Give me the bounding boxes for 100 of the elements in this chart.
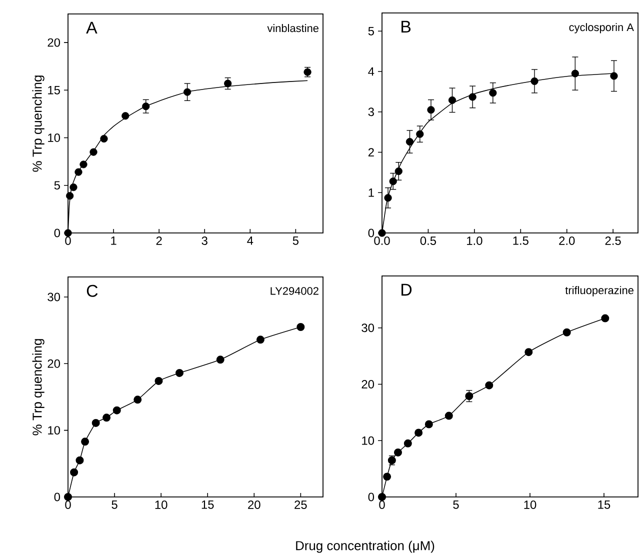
point bbox=[424, 420, 433, 428]
point bbox=[64, 492, 72, 501]
y-tick-label: 2 bbox=[368, 148, 374, 156]
x-tick-label: 10 bbox=[524, 500, 536, 509]
point bbox=[389, 178, 397, 186]
point bbox=[610, 72, 618, 80]
y-axis-title: % Trp quenching bbox=[32, 76, 44, 172]
x-tick-label: 25 bbox=[294, 500, 307, 509]
point bbox=[406, 138, 414, 146]
x-tick-label: 2.0 bbox=[559, 236, 575, 245]
y-axis-title: % Trp quenching bbox=[32, 339, 44, 436]
chart-title: D bbox=[402, 284, 412, 296]
point bbox=[92, 418, 100, 427]
point bbox=[571, 70, 579, 78]
point bbox=[378, 492, 386, 501]
y-tick-label: 5 bbox=[368, 26, 374, 36]
point bbox=[394, 167, 402, 176]
y-tick-label: 0 bbox=[54, 228, 60, 238]
x-axis-title: Drug concentration (μM) bbox=[296, 540, 434, 553]
point bbox=[176, 368, 184, 377]
x-tick-label: 15 bbox=[202, 500, 214, 509]
y-tick-label: 10 bbox=[362, 436, 374, 445]
point bbox=[416, 130, 424, 138]
point bbox=[384, 194, 392, 202]
point bbox=[448, 96, 456, 104]
x-tick-label: 5 bbox=[292, 236, 299, 245]
x-tick-label: 5 bbox=[453, 500, 459, 509]
text: trifluoperazine bbox=[565, 286, 634, 296]
point bbox=[80, 160, 88, 168]
x-tick-label: 0 bbox=[379, 500, 385, 509]
y-tick-label: 30 bbox=[48, 292, 60, 302]
point bbox=[524, 348, 533, 356]
point bbox=[378, 229, 386, 237]
point bbox=[465, 392, 474, 400]
point bbox=[427, 106, 435, 114]
x-tick-label: 2.5 bbox=[605, 236, 621, 245]
point bbox=[64, 229, 72, 237]
point bbox=[70, 468, 78, 476]
point bbox=[66, 192, 74, 200]
x-tick-label: 2 bbox=[156, 236, 162, 245]
point bbox=[601, 314, 610, 322]
point bbox=[414, 428, 423, 437]
point bbox=[216, 356, 224, 364]
point bbox=[383, 472, 392, 481]
y-tick-label: 0 bbox=[368, 228, 374, 238]
text: LY294002 bbox=[270, 287, 318, 295]
y-tick-label: 10 bbox=[48, 134, 60, 142]
x-tick-label: 4 bbox=[247, 236, 254, 245]
x-tick-label: 15 bbox=[598, 500, 610, 509]
point bbox=[142, 102, 150, 110]
point bbox=[112, 406, 121, 414]
point bbox=[76, 456, 84, 464]
x-tick-label: 0.5 bbox=[420, 236, 436, 245]
point bbox=[134, 396, 142, 404]
y-tick-label: 20 bbox=[362, 380, 374, 388]
y-tick-label: 20 bbox=[48, 38, 60, 47]
y-tick-label: 10 bbox=[48, 426, 60, 435]
chart-title: A bbox=[86, 22, 98, 34]
x-tick-label: 1 bbox=[111, 236, 116, 245]
y-tick-label: 30 bbox=[362, 324, 374, 332]
x-tick-label: 5 bbox=[112, 500, 118, 509]
y-tick-label: 3 bbox=[368, 108, 374, 116]
point bbox=[74, 168, 82, 176]
point bbox=[102, 414, 111, 422]
y-tick-label: 15 bbox=[48, 86, 60, 94]
x-tick-label: 20 bbox=[248, 500, 260, 509]
point bbox=[562, 328, 571, 336]
chart-title: B bbox=[402, 20, 411, 33]
point bbox=[468, 93, 476, 101]
y-tick-label: 1 bbox=[368, 188, 374, 197]
point bbox=[296, 322, 305, 331]
chart-title: C bbox=[86, 284, 98, 297]
point bbox=[184, 88, 192, 96]
y-tick-label: 0 bbox=[368, 492, 374, 502]
point bbox=[154, 376, 163, 385]
x-tick-label: 1.0 bbox=[467, 236, 482, 245]
point bbox=[444, 412, 453, 420]
point bbox=[224, 80, 232, 88]
point bbox=[404, 439, 412, 448]
point bbox=[100, 134, 108, 143]
point bbox=[530, 77, 538, 86]
point bbox=[485, 381, 494, 390]
x-tick-label: 0.0 bbox=[374, 236, 390, 245]
x-tick-label: 1.5 bbox=[513, 236, 528, 245]
y-tick-label: 0 bbox=[54, 492, 60, 502]
x-tick-label: 3 bbox=[202, 236, 208, 245]
y-tick-label: 4 bbox=[368, 67, 374, 76]
y-tick-label: 5 bbox=[54, 181, 60, 190]
x-tick-label: 0 bbox=[65, 236, 71, 245]
point bbox=[256, 336, 264, 344]
x-tick-label: 0 bbox=[65, 500, 71, 509]
text: vinblastine bbox=[267, 24, 318, 32]
point bbox=[122, 112, 130, 120]
point bbox=[489, 89, 497, 97]
point bbox=[70, 183, 78, 192]
x-tick-label: 10 bbox=[155, 500, 168, 509]
point bbox=[90, 148, 98, 156]
y-tick-label: 20 bbox=[48, 359, 60, 368]
text: cyclosporin A bbox=[569, 23, 634, 34]
point bbox=[394, 448, 402, 456]
